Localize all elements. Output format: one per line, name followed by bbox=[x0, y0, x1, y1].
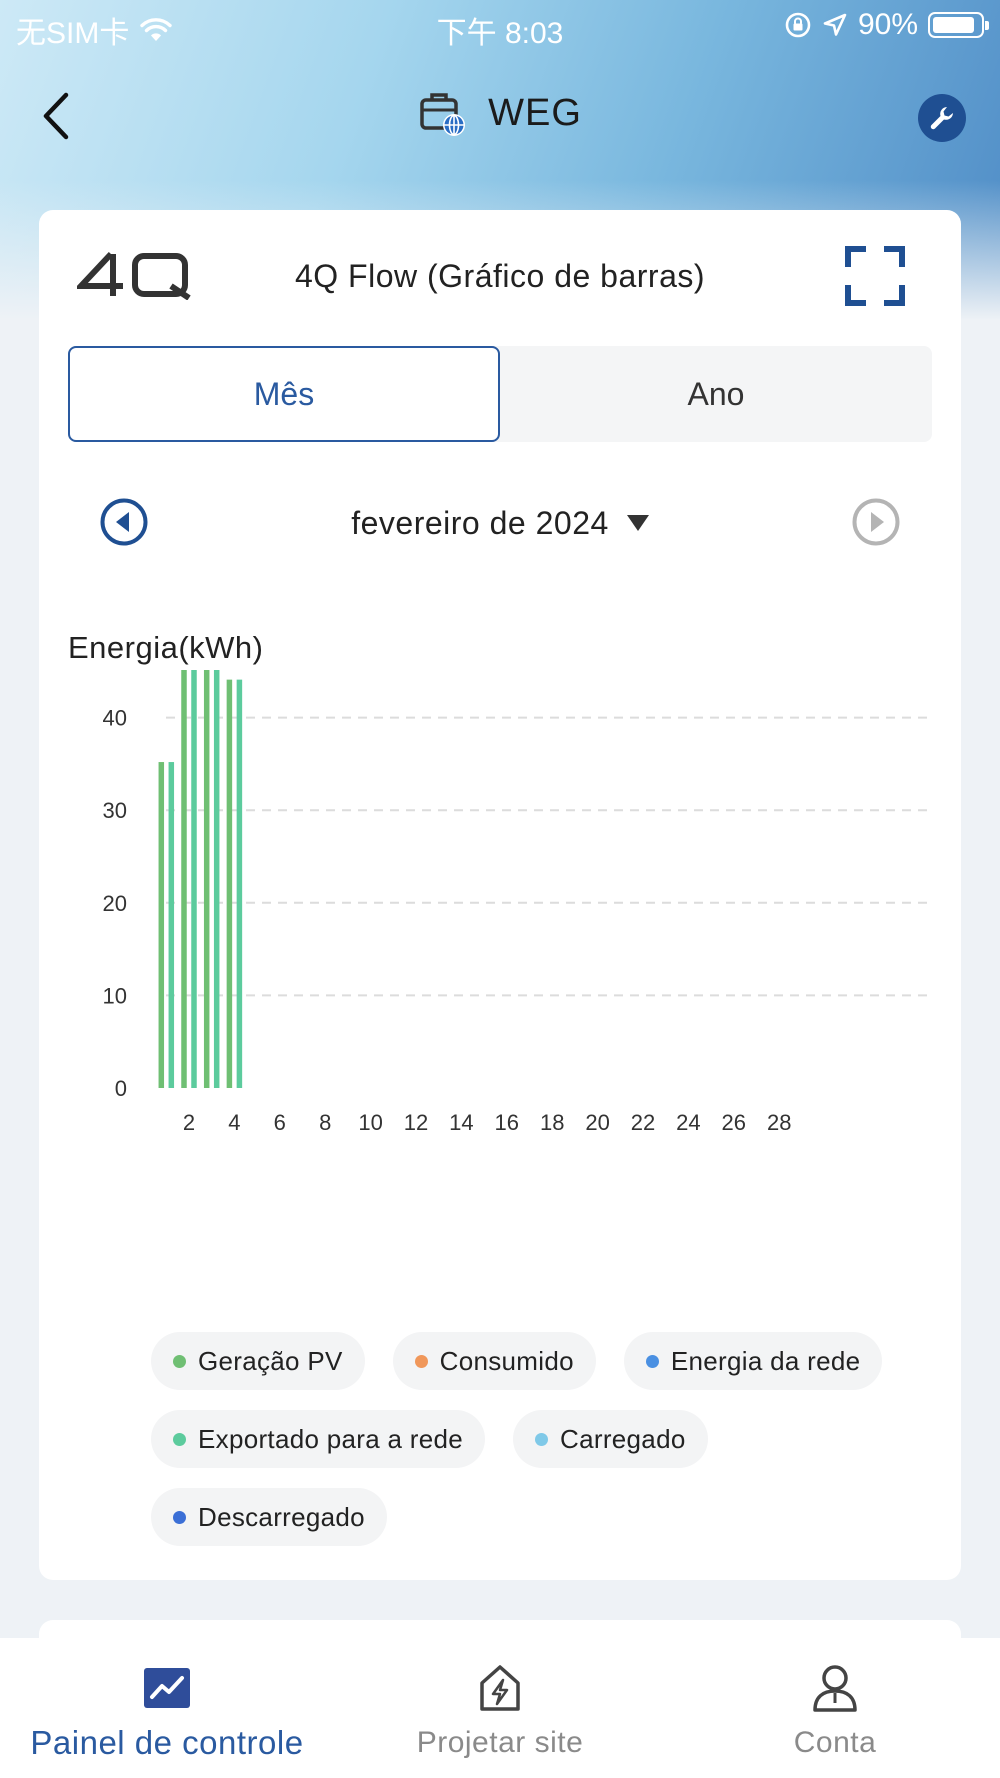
wrench-icon bbox=[930, 107, 953, 130]
tools-button[interactable] bbox=[918, 94, 966, 142]
period-label: fevereiro de 2024 bbox=[351, 505, 609, 541]
x-tick-label: 8 bbox=[319, 1110, 331, 1135]
x-tick-label: 12 bbox=[404, 1110, 428, 1135]
house-bolt-icon bbox=[480, 1665, 520, 1711]
legend-dot-icon bbox=[173, 1432, 186, 1446]
legend-label: Carregado bbox=[560, 1423, 686, 1454]
x-tick-label: 4 bbox=[228, 1110, 240, 1135]
bar[interactable] bbox=[213, 670, 220, 1088]
page-title: WEG bbox=[488, 91, 582, 134]
y-axis-label: Energia(kWh) bbox=[68, 630, 264, 665]
back-button[interactable] bbox=[30, 86, 80, 146]
status-right: 90% bbox=[784, 8, 989, 42]
y-tick-label: 10 bbox=[103, 983, 127, 1008]
bottom-navigation: Painel de controle Projetar site Conta bbox=[0, 1638, 1000, 1778]
energy-bar-chart: 50403020100246810121416182022242628 bbox=[103, 670, 929, 1135]
orientation-lock-icon bbox=[785, 12, 811, 38]
legend-item[interactable]: Geração PV bbox=[151, 1332, 365, 1390]
x-tick-label: 10 bbox=[358, 1110, 382, 1135]
energy-flow-card: 4Q Flow (Gráfico de barras) Mês Ano feve… bbox=[39, 210, 961, 1580]
carrier-label: 无SIM卡 bbox=[16, 17, 130, 50]
chart-legend: Geração PV Consumido Energia da rede Export… bbox=[151, 1332, 931, 1566]
legend-label: Energia da rede bbox=[670, 1345, 861, 1376]
legend-row: Exportado para a rede Carregado bbox=[151, 1410, 931, 1468]
legend-label: Exportado para a rede bbox=[198, 1423, 464, 1454]
location-arrow-icon bbox=[823, 13, 847, 36]
caret-down-icon bbox=[626, 514, 649, 531]
x-tick-label: 18 bbox=[540, 1110, 564, 1135]
x-tick-label: 16 bbox=[495, 1110, 519, 1135]
x-tick-label: 6 bbox=[274, 1110, 286, 1135]
legend-dot-icon bbox=[173, 1354, 186, 1368]
date-navigator: fevereiro de 2024 bbox=[39, 495, 961, 555]
dashboard-chart-icon bbox=[144, 1668, 190, 1708]
wifi-icon bbox=[140, 18, 173, 41]
next-period-button[interactable] bbox=[851, 497, 901, 547]
battery-fill bbox=[933, 17, 975, 33]
user-icon bbox=[813, 1665, 857, 1712]
nav-account-label: Conta bbox=[793, 1726, 877, 1759]
x-tick-label: 20 bbox=[585, 1110, 609, 1135]
legend-row: Geração PV Consumido Energia da rede bbox=[151, 1332, 931, 1390]
x-tick-label: 14 bbox=[449, 1110, 473, 1135]
x-tick-label: 2 bbox=[183, 1110, 195, 1135]
chevron-left-icon bbox=[43, 92, 69, 140]
tab-month[interactable]: Mês bbox=[68, 346, 500, 442]
briefcase-globe-icon bbox=[420, 93, 466, 136]
battery-icon bbox=[928, 12, 989, 38]
fullscreen-icon bbox=[845, 246, 905, 306]
status-time: 下午 8:03 bbox=[436, 17, 564, 50]
header-title-group: WEG bbox=[0, 88, 1000, 138]
x-tick-label: 24 bbox=[676, 1110, 700, 1135]
legend-dot-icon bbox=[173, 1510, 186, 1524]
legend-dot-icon bbox=[645, 1354, 659, 1368]
fullscreen-button[interactable] bbox=[845, 246, 905, 306]
card-header: 4Q Flow (Gráfico de barras) bbox=[39, 210, 961, 340]
legend-row: Descarregado bbox=[151, 1488, 931, 1546]
bar[interactable] bbox=[203, 670, 210, 1088]
y-tick-label: 40 bbox=[103, 706, 127, 731]
legend-item[interactable]: Exportado para a rede bbox=[151, 1410, 486, 1468]
previous-period-button[interactable] bbox=[99, 497, 149, 547]
y-tick-label: 20 bbox=[103, 891, 127, 916]
y-tick-label: 30 bbox=[103, 798, 127, 823]
bar[interactable] bbox=[191, 670, 197, 1088]
bar[interactable] bbox=[181, 670, 187, 1088]
legend-dot-icon bbox=[535, 1432, 549, 1446]
4q-logo bbox=[77, 251, 191, 300]
legend-label: Consumido bbox=[439, 1345, 574, 1376]
status-bar: 无SIM卡 下午 8:03 90% bbox=[0, 0, 1000, 50]
period-toggle: Mês Ano bbox=[68, 346, 932, 442]
legend-label: Descarregado bbox=[198, 1501, 365, 1532]
nav-dashboard[interactable]: Painel de controle bbox=[12, 1638, 322, 1778]
x-tick-label: 26 bbox=[722, 1110, 746, 1135]
bar[interactable] bbox=[158, 762, 165, 1088]
legend-dot-icon bbox=[414, 1354, 428, 1368]
nav-design-label: Projetar site bbox=[416, 1726, 584, 1759]
nav-account[interactable]: Conta bbox=[690, 1638, 980, 1778]
legend-item[interactable]: Carregado bbox=[513, 1410, 708, 1468]
bar[interactable] bbox=[236, 679, 243, 1088]
legend-item[interactable]: Consumido bbox=[392, 1332, 596, 1390]
period-selector[interactable]: fevereiro de 2024 bbox=[39, 505, 961, 542]
status-left: 无SIM卡 bbox=[16, 8, 173, 52]
bar[interactable] bbox=[226, 679, 233, 1088]
legend-label: Geração PV bbox=[198, 1345, 343, 1376]
nav-dashboard-label: Painel de controle bbox=[30, 1724, 304, 1761]
tab-year[interactable]: Ano bbox=[687, 375, 745, 412]
y-tick-label: 0 bbox=[115, 1076, 127, 1101]
legend-item[interactable]: Energia da rede bbox=[623, 1332, 883, 1390]
x-tick-label: 28 bbox=[767, 1110, 791, 1135]
card-title: 4Q Flow (Gráfico de barras) bbox=[294, 258, 706, 294]
nav-design-site[interactable]: Projetar site bbox=[350, 1638, 650, 1778]
battery-percent: 90% bbox=[857, 8, 918, 41]
bar[interactable] bbox=[168, 762, 175, 1088]
legend-item[interactable]: Descarregado bbox=[151, 1488, 387, 1546]
app-header: WEG bbox=[0, 70, 1000, 160]
x-tick-label: 22 bbox=[631, 1110, 655, 1135]
